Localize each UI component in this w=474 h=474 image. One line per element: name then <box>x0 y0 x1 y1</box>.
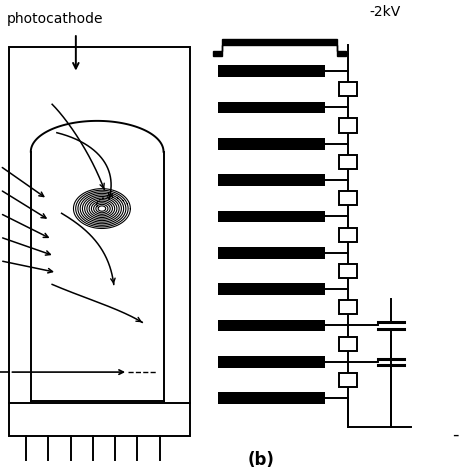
Bar <box>218 283 325 295</box>
Text: photocathode: photocathode <box>7 12 104 26</box>
Bar <box>339 373 357 387</box>
Bar <box>9 47 190 436</box>
Bar <box>218 174 325 186</box>
Text: -: - <box>452 426 458 444</box>
Bar <box>339 155 357 169</box>
Bar <box>339 118 357 133</box>
Text: (b): (b) <box>247 451 274 469</box>
Bar <box>218 138 325 150</box>
Bar <box>339 264 357 278</box>
Bar <box>339 337 357 351</box>
Bar <box>339 300 357 314</box>
Bar <box>218 65 325 77</box>
Text: -2kV: -2kV <box>370 5 401 19</box>
Bar <box>218 392 325 404</box>
Bar <box>218 319 325 331</box>
Polygon shape <box>213 39 346 56</box>
Bar <box>218 101 325 113</box>
Bar <box>218 356 325 368</box>
Bar <box>339 191 357 205</box>
Bar <box>339 82 357 96</box>
Bar <box>218 247 325 259</box>
Bar <box>218 210 325 222</box>
Bar <box>339 228 357 242</box>
